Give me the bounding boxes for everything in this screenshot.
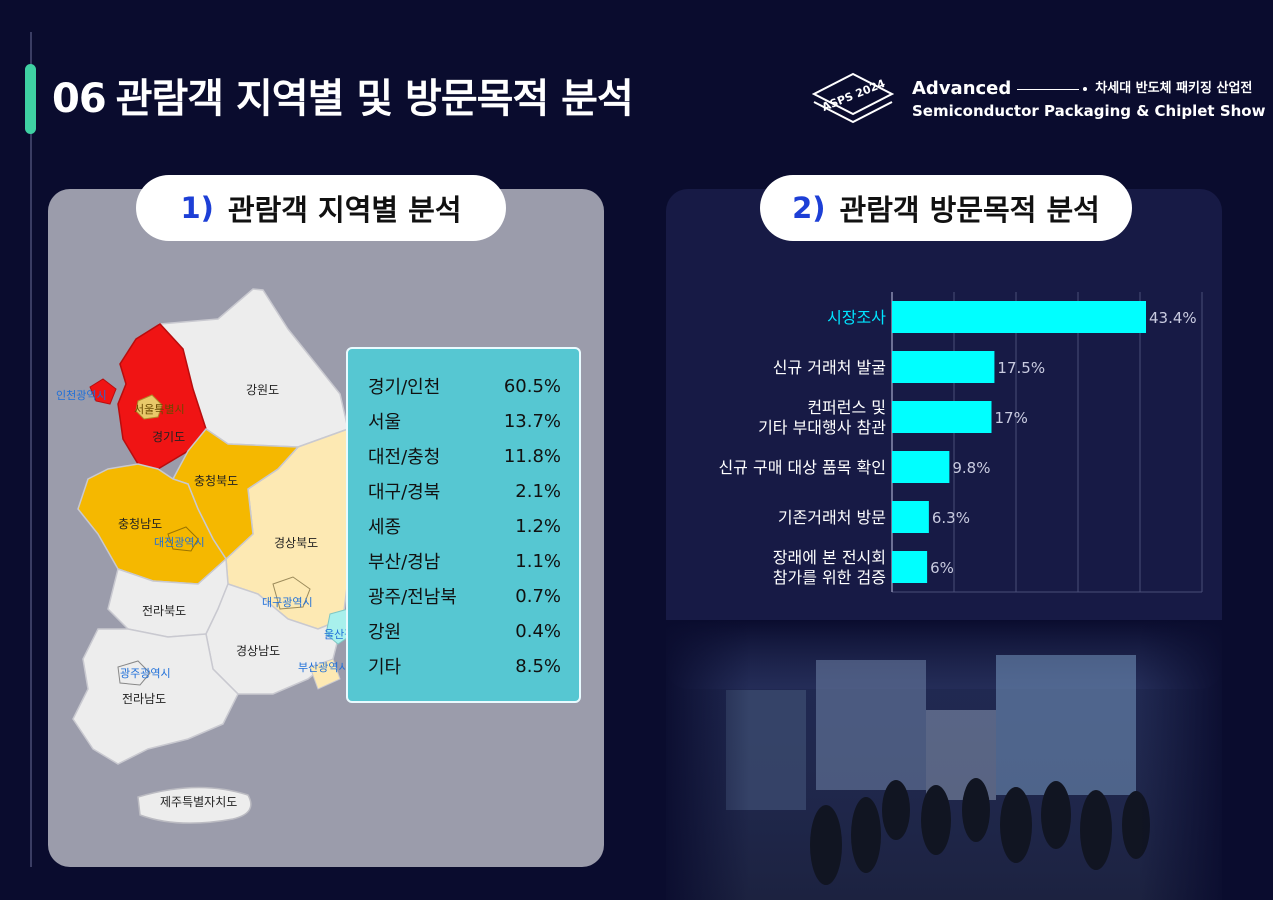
- category-label: 장래에 본 전시회: [773, 548, 886, 567]
- stat-row: 경기/인천 60.5%: [368, 371, 561, 401]
- section1-title: 관람객 지역별 분석: [227, 193, 462, 227]
- page-title-text: 관람객 지역별 및 방문목적 분석: [115, 76, 634, 122]
- region-daejeon: [167, 526, 199, 552]
- category-label: 신규 구매 대상 품목 확인: [718, 458, 886, 477]
- stat-row: 대전/충청 11.8%: [368, 441, 561, 471]
- stat-value: 0.7%: [515, 585, 561, 607]
- map-label-seoul: 서울특별시: [134, 403, 185, 416]
- map-label-gyeongnam: 경상남도: [236, 644, 280, 658]
- korea-region-map: 인천광역시 서울특별시 경기도 강원도 충청북도 충청남도 대전광역시 경상북도…: [56, 288, 375, 824]
- section1-number: 1): [180, 191, 214, 225]
- map-label-busan: 부산광역시: [298, 661, 349, 674]
- category-label: 기타 부대행사 참관: [758, 418, 886, 437]
- stat-row: 광주/전남북 0.7%: [368, 581, 561, 611]
- stat-row: 대구/경북 2.1%: [368, 476, 561, 506]
- stat-region: 광주/전남북: [368, 587, 457, 608]
- section-number: 06: [52, 76, 107, 122]
- stat-region: 서울: [368, 412, 402, 433]
- purpose-panel: [666, 189, 1222, 689]
- section2-number: 2): [792, 191, 826, 225]
- region-chungnam: [77, 463, 227, 585]
- section2-title: 관람객 방문목적 분석: [839, 193, 1100, 227]
- title-accent-bar: [25, 64, 36, 134]
- bar-value-label: 6.3%: [932, 509, 970, 527]
- map-label-daegu: 대구광역시: [262, 596, 313, 609]
- region-busan: [309, 658, 341, 690]
- stat-row: 강원 0.4%: [368, 616, 561, 646]
- stat-row: 서울 13.7%: [368, 406, 561, 436]
- category-label: 시장조사: [827, 308, 886, 327]
- map-label-chungbuk: 충청북도: [194, 474, 238, 488]
- stat-value: 1.1%: [515, 550, 561, 572]
- region-daegu: [272, 576, 311, 610]
- map-label-jeonbuk: 전라북도: [142, 604, 186, 618]
- region-incheon: [89, 378, 117, 405]
- category-label: 컨퍼런스 및: [807, 398, 886, 417]
- logo-text: ASPS 2024: [820, 77, 887, 114]
- bar-value-label: 17.5%: [997, 359, 1045, 377]
- brand-line1-ko: 차세대 반도체 패키징 산업전: [1095, 81, 1253, 96]
- region-stats-box: 경기/인천 60.5% 서울 13.7% 대전/충청 11.8% 대구/경북 2.1% …: [346, 347, 581, 703]
- left-rule: [30, 32, 32, 867]
- region-gwangju: [117, 660, 151, 686]
- stat-region: 경기/인천: [368, 377, 441, 398]
- category-label: 신규 거래처 발굴: [773, 358, 886, 377]
- stat-row: 기타 8.5%: [368, 651, 561, 681]
- visit-purpose-chart: 43.4% 시장조사 17.5% 신규 거래처 발굴 17% 컨퍼런스 및기타 부대행사 …: [718, 292, 1203, 593]
- map-label-jeju: 제주특별자치도: [160, 795, 237, 809]
- stat-region: 대구/경북: [368, 482, 441, 503]
- stat-row: 세종 1.2%: [368, 511, 561, 541]
- stat-value: 0.4%: [515, 620, 561, 642]
- stat-value: 11.8%: [503, 445, 561, 467]
- brand-line2: Semiconductor Packaging & Chiplet Show: [912, 102, 1266, 120]
- stat-value: 60.5%: [503, 375, 561, 397]
- map-label-gangwon: 강원도: [246, 383, 279, 397]
- stat-region: 세종: [368, 517, 402, 538]
- bar-0: [892, 301, 1147, 333]
- brand-arrow-line: [1017, 88, 1080, 90]
- stat-value: 13.7%: [503, 410, 561, 432]
- map-label-jeonnam: 전라남도: [122, 692, 166, 706]
- stat-value: 2.1%: [515, 480, 561, 502]
- region-jeju: [137, 786, 252, 824]
- exhibition-hall-photo: [666, 620, 1222, 900]
- page-title: 06 관람객 지역별 및 방문목적 분석: [52, 66, 634, 124]
- map-label-incheon: 인천광역시: [56, 388, 107, 402]
- brand-block: Advanced 차세대 반도체 패키징 산업전 Semiconductor P…: [912, 78, 1265, 122]
- stat-value: 8.5%: [515, 655, 561, 677]
- map-label-gyeonggi: 경기도: [152, 430, 185, 444]
- stat-region: 강원: [368, 622, 402, 643]
- brand-arrow-dot: [1083, 87, 1088, 91]
- bar-value-label: 6%: [930, 559, 954, 577]
- map-label-gyeongbuk: 경상북도: [274, 536, 318, 550]
- category-label: 참가를 위한 검증: [773, 568, 886, 587]
- bar-value-label: 17%: [994, 409, 1027, 427]
- bar-4: [892, 501, 929, 533]
- map-label-gwangju: 광주광역시: [120, 667, 171, 680]
- stat-region: 부산/경남: [368, 552, 441, 573]
- asps-logo-icon: ASPS 2024: [812, 72, 894, 124]
- section1-heading: 1) 관람객 지역별 분석: [136, 175, 506, 241]
- region-seoul: [135, 394, 163, 420]
- map-label-chungnam: 충청남도: [118, 517, 162, 531]
- stat-value: 1.2%: [515, 515, 561, 537]
- bar-1: [892, 351, 995, 383]
- region-jeonnam: [72, 628, 239, 765]
- bar-value-label: 43.4%: [1149, 309, 1197, 327]
- bar-3: [892, 451, 950, 483]
- stat-row: 부산/경남 1.1%: [368, 546, 561, 576]
- category-label: 기존거래처 방문: [778, 508, 886, 527]
- bar-2: [892, 401, 992, 433]
- stat-region: 기타: [368, 657, 402, 678]
- map-label-daejeon: 대전광역시: [154, 536, 205, 549]
- bar-value-label: 9.8%: [952, 459, 990, 477]
- section2-heading: 2) 관람객 방문목적 분석: [760, 175, 1132, 241]
- stat-region: 대전/충청: [368, 447, 441, 468]
- bar-5: [892, 551, 928, 583]
- brand-line1-en: Advanced: [912, 78, 1012, 99]
